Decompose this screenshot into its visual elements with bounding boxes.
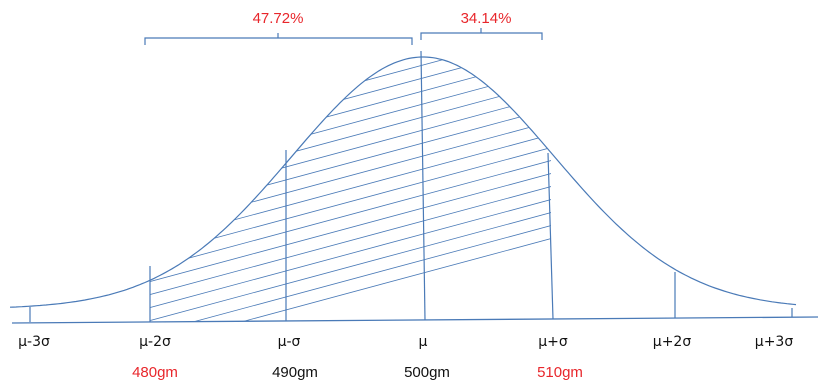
vline-mu-plus-sigma	[547, 152, 554, 320]
axis-label-mu-plus-3sigma: μ+3σ	[755, 334, 794, 350]
hatch-line	[150, 57, 551, 166]
hatch-line	[150, 76, 551, 218]
percentage-right-label: 34.14%	[461, 10, 512, 27]
hatch-line	[100, 0, 620, 9]
hatch-line	[150, 154, 551, 296]
hatch-line	[150, 57, 551, 192]
value-label-500gm: 500gm	[404, 364, 450, 381]
hatch-line	[150, 141, 551, 283]
percentage-left-label: 47.72%	[253, 10, 304, 27]
hatch-line	[150, 219, 551, 322]
value-label-510gm: 510gm	[537, 364, 583, 381]
axis-label-mu-minus-3sigma: μ-3σ	[18, 334, 50, 350]
hatch-line	[150, 89, 551, 231]
hatch-line	[150, 193, 551, 322]
axis-label-mu-minus-sigma: μ-σ	[278, 334, 301, 350]
hatch-line	[150, 57, 551, 127]
value-label-480gm: 480gm	[132, 364, 178, 381]
axis-label-mu-plus-sigma: μ+σ	[538, 334, 568, 350]
hatch-line	[150, 57, 551, 114]
brace-left-range	[144, 33, 413, 45]
hatch-line	[100, 0, 620, 48]
axis-label-mu-minus-2sigma: μ-2σ	[139, 334, 171, 350]
hatch-line	[150, 57, 551, 179]
shaded-area-hatching	[100, 0, 620, 322]
brace-right-range	[420, 28, 543, 40]
vline-mu	[420, 50, 426, 321]
bell-curve	[9, 56, 797, 308]
hatch-line	[150, 128, 551, 270]
hatch-line	[150, 57, 551, 62]
hatch-line	[150, 206, 551, 322]
hatch-line	[150, 102, 551, 244]
hatch-line	[100, 0, 620, 35]
value-label-490gm: 490gm	[272, 364, 318, 381]
hatch-line	[150, 167, 551, 309]
hatch-line	[150, 57, 551, 140]
hatch-line	[150, 57, 551, 88]
axis-label-mu-plus-2sigma: μ+2σ	[653, 334, 692, 350]
x-axis-line	[11, 316, 819, 324]
hatch-line	[100, 0, 620, 22]
axis-label-mu: μ	[419, 334, 428, 350]
hatch-line	[150, 180, 551, 322]
hatch-line	[150, 115, 551, 257]
